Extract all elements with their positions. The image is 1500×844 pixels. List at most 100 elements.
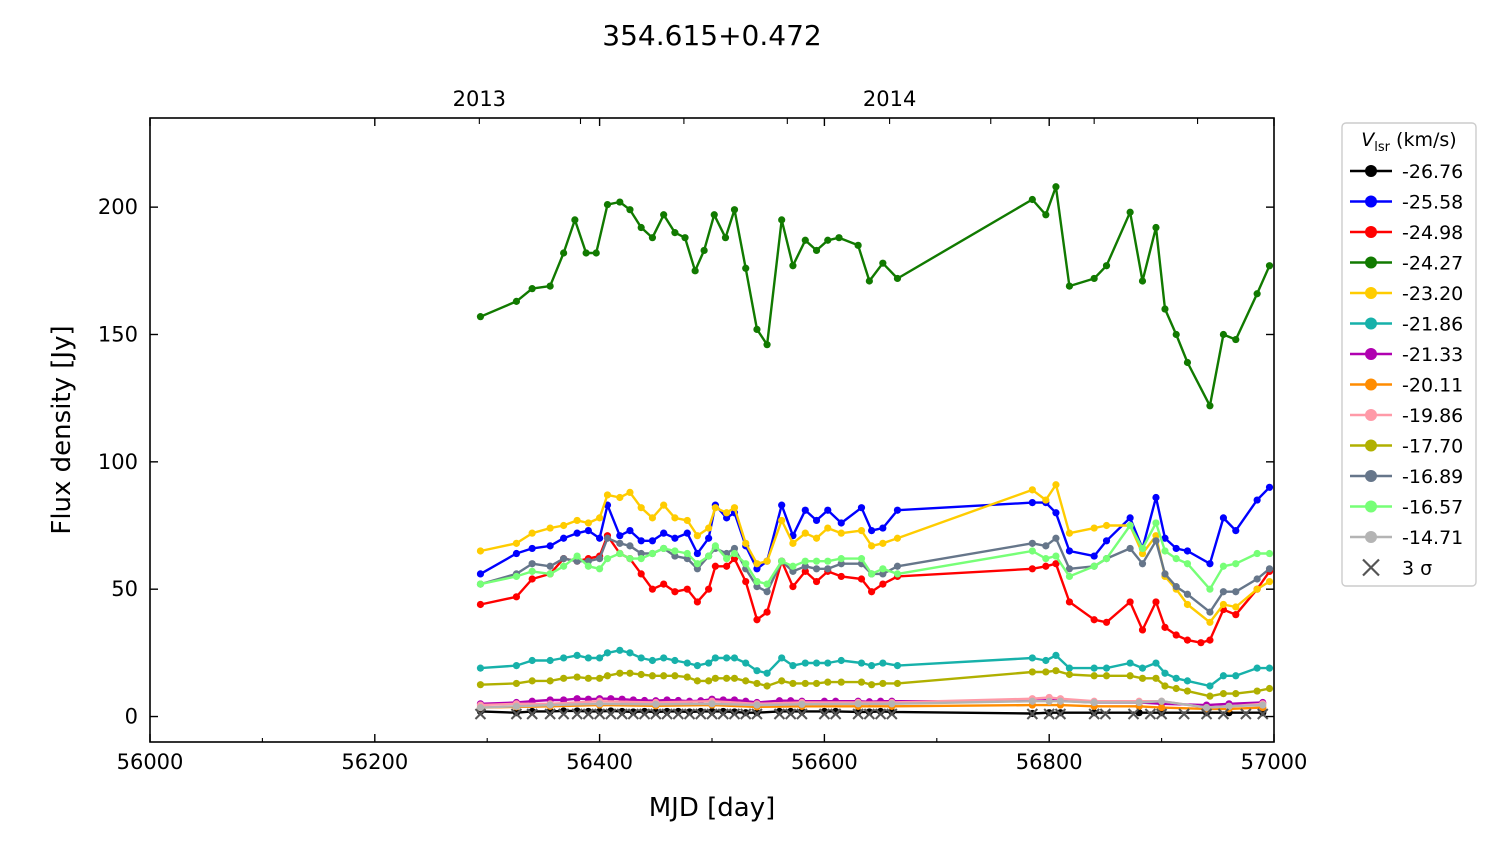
data-point (616, 549, 624, 558)
y-tick-label: 200 (98, 195, 138, 219)
upper-limit-marker (784, 708, 797, 720)
data-point (592, 249, 600, 257)
legend-label: -20.11 (1402, 375, 1463, 397)
legend: Vlsr (km/s) -26.76 -25.58 -24.98 -24.27 -23.… (1341, 122, 1477, 587)
data-point (546, 677, 554, 685)
data-point (660, 211, 668, 219)
upper-limit-marker (1178, 708, 1190, 720)
data-point (1219, 690, 1228, 698)
upper-limit-marker (852, 708, 864, 720)
data-point (1138, 626, 1147, 634)
data-point (616, 669, 624, 677)
upper-limit-marker (1200, 708, 1213, 720)
data-point (778, 557, 786, 565)
y-tick-label: 0 (125, 705, 138, 729)
data-point (626, 542, 634, 550)
legend-entry: -24.27 (1350, 253, 1463, 275)
data-point (1028, 565, 1036, 573)
data-point (584, 654, 592, 662)
data-point (705, 585, 713, 593)
data-point (879, 580, 887, 588)
data-point (1126, 521, 1134, 530)
data-point (798, 700, 806, 708)
data-point (742, 539, 750, 547)
data-point (1172, 330, 1180, 339)
data-point (584, 557, 592, 565)
upper-limit-marker (751, 708, 763, 720)
legend-marker (1365, 378, 1377, 391)
data-point (671, 547, 679, 555)
upper-limit-marker (672, 708, 684, 720)
data-point (1056, 697, 1065, 705)
data-point (1253, 575, 1261, 583)
data-point (571, 216, 579, 224)
data-point (1090, 698, 1098, 707)
data-point (573, 673, 581, 681)
data-point (705, 677, 713, 685)
data-point (1152, 532, 1160, 540)
data-point (857, 555, 866, 563)
data-point (1183, 590, 1192, 598)
data-point (637, 504, 645, 512)
data-point (476, 664, 485, 672)
legend-label: -21.33 (1402, 344, 1463, 366)
data-point (1232, 611, 1240, 619)
data-point (723, 674, 731, 682)
data-point (573, 651, 581, 660)
data-point (616, 532, 624, 540)
legend-label: -26.76 (1402, 161, 1463, 183)
legend-title-sub: lsr (1374, 140, 1390, 155)
data-point (711, 504, 719, 512)
upper-limit-marker (526, 708, 538, 720)
x-tick-label: 56000 (117, 750, 184, 774)
data-point (801, 567, 809, 575)
data-point (560, 674, 568, 682)
data-point (1253, 290, 1261, 298)
legend-title-unit: (km/s) (1390, 129, 1457, 151)
legend-entry: -16.57 (1350, 497, 1463, 519)
data-point (893, 506, 902, 514)
upper-limit-marker (557, 708, 570, 720)
data-point (879, 259, 887, 267)
data-point (584, 562, 592, 570)
data-point (1152, 598, 1160, 606)
upper-limit-marker (874, 708, 887, 720)
data-point (1065, 670, 1074, 679)
series-1 (476, 483, 1274, 578)
x-tick-label: 56600 (791, 750, 858, 774)
data-point (1090, 664, 1098, 672)
upper-limit-marker (717, 708, 729, 720)
data-point (711, 542, 719, 550)
data-point (573, 516, 581, 525)
data-point (1206, 636, 1214, 644)
data-point (879, 679, 887, 688)
data-point (854, 241, 862, 249)
data-point (868, 681, 876, 689)
data-point (1065, 547, 1074, 555)
y-tick-label: 100 (98, 450, 138, 474)
legend-marker (1365, 409, 1377, 421)
data-point (1042, 562, 1050, 570)
data-point (512, 702, 521, 710)
data-point (671, 672, 679, 680)
data-point (1090, 552, 1098, 560)
data-point (683, 585, 691, 593)
data-point (1065, 598, 1074, 606)
data-point (824, 506, 832, 514)
legend-entry: -19.86 (1350, 405, 1463, 427)
legend-marker (1365, 317, 1377, 330)
legend-marker (1365, 256, 1377, 269)
data-point (1102, 555, 1111, 563)
data-point (546, 524, 554, 532)
data-point (648, 514, 657, 522)
data-point (1028, 195, 1036, 204)
upper-limit-marker (1043, 708, 1055, 720)
data-point (1172, 544, 1180, 553)
upper-limit-marker (796, 708, 808, 720)
data-point (573, 552, 581, 560)
data-point (801, 562, 809, 570)
legend-entry: -16.89 (1350, 466, 1463, 488)
data-point (837, 678, 845, 686)
series-11 (476, 519, 1274, 593)
data-point (753, 565, 761, 573)
